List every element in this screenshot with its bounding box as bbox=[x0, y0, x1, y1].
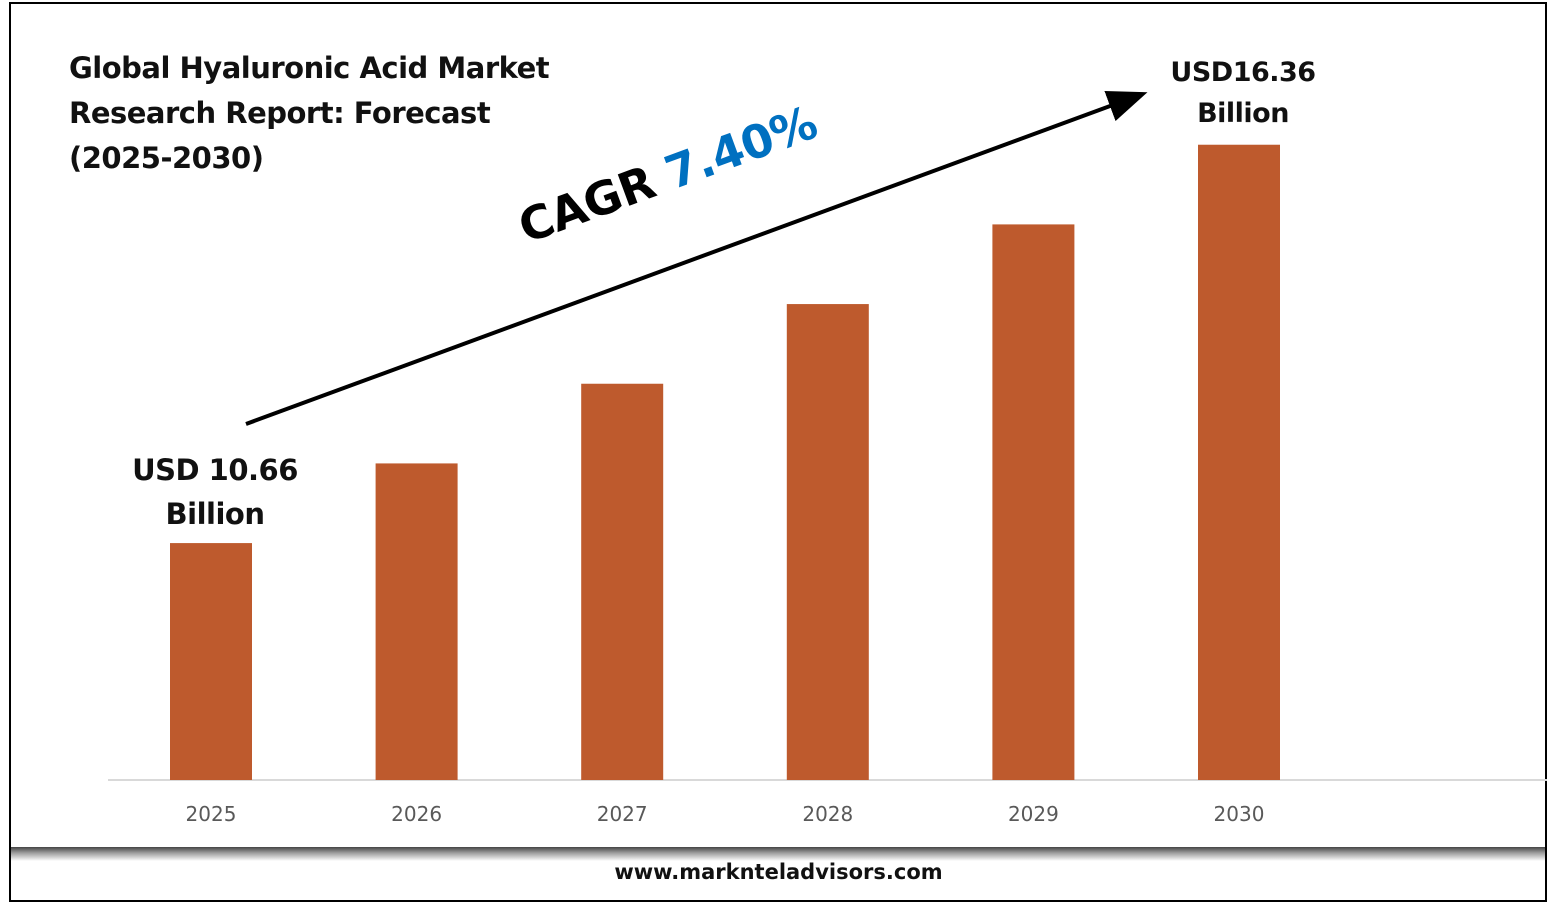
bar-2028 bbox=[786, 304, 869, 780]
x-tick-label: 2025 bbox=[186, 802, 237, 826]
bar-2030 bbox=[1198, 144, 1280, 780]
footer-divider bbox=[11, 847, 1545, 861]
bar-2029 bbox=[992, 224, 1075, 780]
x-tick-label: 2028 bbox=[802, 802, 853, 826]
title-line-3: (2025-2030) bbox=[69, 141, 264, 175]
bar-2025 bbox=[170, 543, 252, 780]
title-line-2: Research Report: Forecast bbox=[69, 96, 491, 130]
website-footer[interactable]: www.marknteladvisors.com bbox=[614, 860, 943, 884]
end-value-label: USD16.36 Billion bbox=[1160, 52, 1326, 134]
x-tick-label: 2027 bbox=[597, 802, 648, 826]
x-tick-label: 2026 bbox=[391, 802, 442, 826]
bar-2026 bbox=[375, 463, 458, 780]
chart-title: Global Hyaluronic Acid Market Research R… bbox=[69, 46, 550, 181]
x-tick-label: 2029 bbox=[1008, 802, 1059, 826]
chart-frame bbox=[9, 2, 1547, 902]
start-value-line-2: Billion bbox=[165, 497, 265, 531]
growth-arrow bbox=[245, 91, 1148, 426]
start-value-line-1: USD 10.66 bbox=[132, 453, 298, 487]
end-value-line-1: USD16.36 bbox=[1170, 57, 1316, 88]
end-value-line-2: Billion bbox=[1197, 98, 1289, 129]
start-value-label: USD 10.66 Billion bbox=[125, 448, 305, 536]
x-tick-label: 2030 bbox=[1214, 802, 1265, 826]
title-line-1: Global Hyaluronic Acid Market bbox=[69, 51, 550, 85]
bar-2027 bbox=[581, 383, 664, 780]
